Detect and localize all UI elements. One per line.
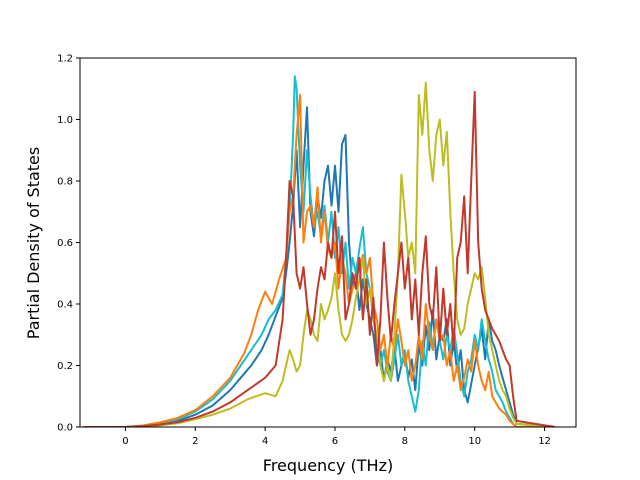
series-line-1 xyxy=(83,106,556,427)
x-tick-label: 10 xyxy=(468,436,481,447)
x-tick-label: 6 xyxy=(332,436,338,447)
x-tick-label: 4 xyxy=(262,436,268,447)
y-axis-label: Partial Density of States xyxy=(24,147,43,339)
x-tick-label: 8 xyxy=(402,436,408,447)
y-tick-label: 0.8 xyxy=(57,177,73,188)
series-line-5 xyxy=(83,90,556,427)
series-lines xyxy=(83,75,556,427)
y-tick-label: 1.2 xyxy=(57,54,73,65)
y-tick-label: 0.0 xyxy=(57,423,73,434)
series-line-4 xyxy=(83,81,556,427)
axes: 0 2 4 6 8 10 12 0.0 0.2 0.4 0.6 0.8 1.0 1.2 xyxy=(57,54,577,447)
x-tick-label: 0 xyxy=(122,436,128,447)
y-tick-label: 1.0 xyxy=(57,115,73,126)
y-tick-label: 0.6 xyxy=(57,238,73,249)
y-tick-label: 0.2 xyxy=(57,361,73,372)
series-line-3 xyxy=(83,93,555,427)
y-tick-label: 0.4 xyxy=(57,300,73,311)
x-tick-label: 2 xyxy=(192,436,198,447)
x-tick-label: 12 xyxy=(538,436,551,447)
x-axis-label: Frequency (THz) xyxy=(263,456,393,475)
series-line-2 xyxy=(83,75,555,427)
